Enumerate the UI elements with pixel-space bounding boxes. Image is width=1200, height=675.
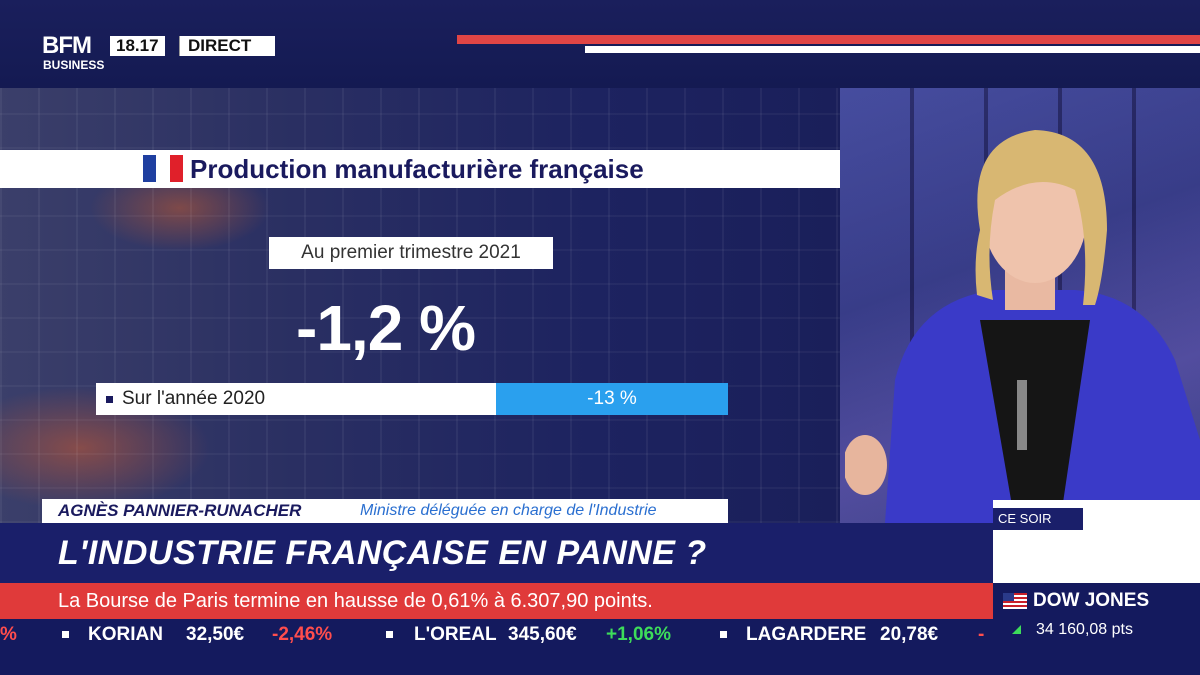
ticker-item: 345,60€ [508, 624, 577, 645]
ticker-separator [720, 631, 727, 638]
infographic-title: Production manufacturière française [190, 154, 644, 184]
logo-bfm: BFM [42, 32, 92, 59]
ticker-item: -2,46% [272, 624, 333, 645]
channel-logo: BFM BUSINESS [42, 34, 108, 74]
market-value: 34 160,08 pts [1036, 621, 1133, 638]
ticker-item: KORIAN [88, 624, 163, 645]
flag-white [156, 155, 170, 182]
infographic-title-bar [0, 150, 840, 188]
year-value: -13 % [496, 383, 728, 415]
main-value: -1,2 % [296, 292, 476, 364]
guest-video [843, 120, 1200, 523]
header-red-stripe [457, 35, 1200, 44]
live-clock: 18.17 [110, 36, 165, 56]
headline-bar [0, 523, 993, 583]
headline: L'INDUSTRIE FRANÇAISE EN PANNE ? [58, 534, 707, 572]
market-panel [993, 583, 1200, 675]
year-row: Sur l'année 2020 [96, 383, 496, 415]
upcoming-tag: CE SOIR 19.40 [993, 508, 1083, 548]
ticker-item: 20,78€ [880, 624, 939, 645]
stock-ticker-bar [0, 619, 993, 675]
ticker-item: L'OREAL [414, 624, 497, 645]
flag-red [169, 155, 183, 182]
ticker-item: 32,50€ [186, 624, 245, 645]
up-arrow-icon [1003, 625, 1021, 634]
ticker-item: +1,06% [606, 624, 671, 645]
logo-business: BUSINESS [43, 58, 105, 72]
guest-name-strap: AGNÈS PANNIER-RUNACHER Ministre déléguée… [42, 499, 728, 523]
market-label: DOW JONES [1033, 590, 1150, 611]
ticker-item: LAGARDERE [746, 624, 867, 645]
news-ticker-text: La Bourse de Paris termine en hausse de … [58, 590, 653, 612]
header-white-stripe [585, 46, 1200, 53]
ticker-separator [386, 631, 393, 638]
france-flag-icon [143, 155, 183, 182]
ticker-item: - [978, 624, 985, 645]
year-label: Sur l'année 2020 [122, 388, 266, 409]
bullet-icon [106, 396, 113, 403]
us-flag-icon [1003, 593, 1027, 609]
ticker-separator [62, 631, 69, 638]
guest-role: Ministre déléguée en charge de l'Industr… [360, 502, 657, 519]
period-label: Au premier trimestre 2021 [269, 237, 553, 269]
news-ticker-bar [0, 583, 993, 619]
live-badge: DIRECT [179, 36, 275, 56]
flag-blue [143, 155, 157, 182]
ticker-item: % [0, 624, 17, 645]
guest-figure [843, 130, 1200, 523]
guest-name: AGNÈS PANNIER-RUNACHER [58, 501, 302, 520]
